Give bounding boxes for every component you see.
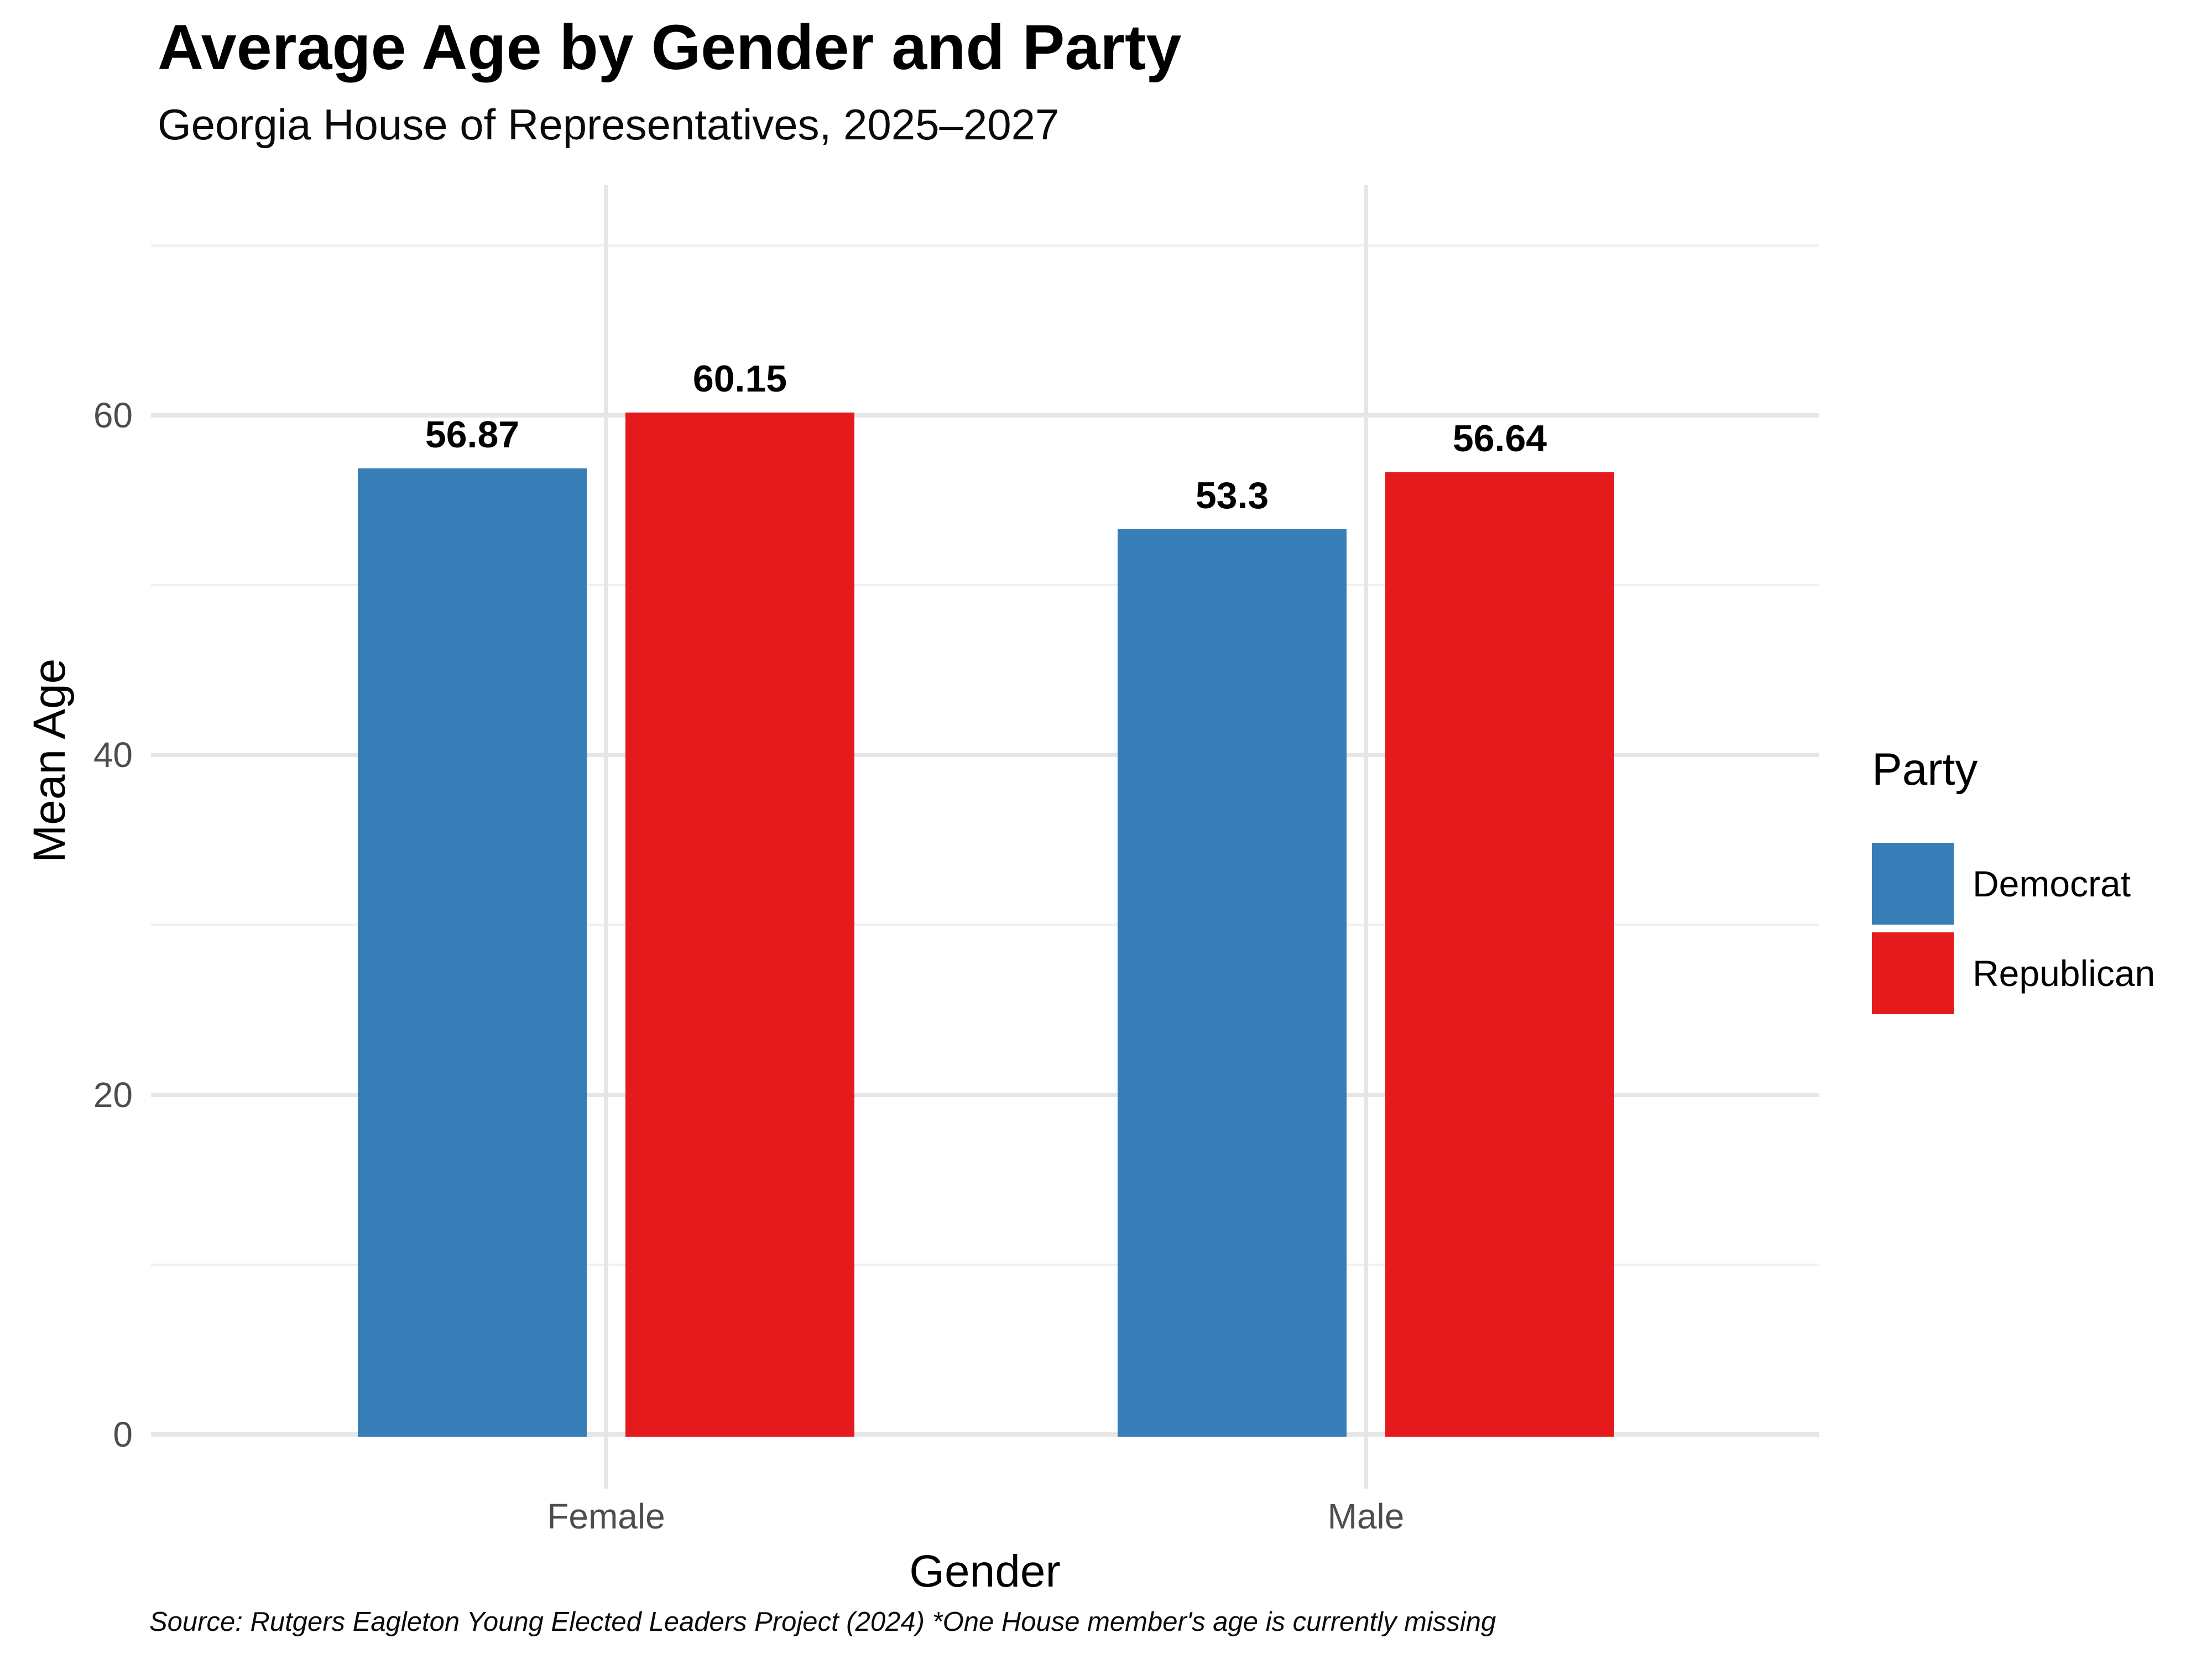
bar-female-democrat	[358, 468, 587, 1437]
gridline-category-male	[1364, 185, 1368, 1489]
y-tick-label-40: 40	[93, 735, 133, 775]
gridline-major-y40	[151, 753, 1819, 758]
bar-value-label-male-democrat: 53.3	[1195, 474, 1269, 517]
bar-male-republican	[1385, 472, 1614, 1437]
legend-item-democrat: Democrat	[1872, 843, 2155, 925]
gridline-minor-y70	[151, 244, 1819, 247]
legend-title: Party	[1872, 744, 1978, 795]
gridline-major-y60	[151, 413, 1819, 418]
gridline-minor-y30	[151, 924, 1819, 926]
republican-color-swatch	[1872, 932, 1954, 1014]
chart-subtitle: Georgia House of Representatives, 2025–2…	[158, 100, 1060, 149]
gridline-category-female	[604, 185, 608, 1489]
y-axis-title: Mean Age	[24, 658, 75, 863]
bar-female-republican	[625, 413, 854, 1437]
plot-panel: 56.87 53.3 60.15 56.64	[151, 185, 1819, 1489]
bar-male-democrat	[1118, 529, 1347, 1437]
x-tick-label-female: Female	[547, 1496, 665, 1536]
gridline-minor-y10	[151, 1263, 1819, 1266]
y-tick-label-60: 60	[93, 395, 133, 435]
legend-label-republican: Republican	[1973, 953, 2156, 994]
x-tick-label-male: Male	[1327, 1496, 1405, 1536]
democrat-color-swatch	[1872, 843, 1954, 925]
gridline-minor-y50	[151, 584, 1819, 586]
bar-value-label-female-democrat: 56.87	[425, 413, 520, 456]
chart-title: Average Age by Gender and Party	[158, 12, 1182, 83]
source-caption: Source: Rutgers Eagleton Young Elected L…	[149, 1607, 1496, 1637]
bar-value-label-male-republican: 56.64	[1452, 418, 1547, 460]
y-tick-label-0: 0	[113, 1415, 133, 1454]
gridline-major-y0	[151, 1432, 1819, 1437]
legend-label-democrat: Democrat	[1973, 863, 2131, 904]
x-axis-title: Gender	[909, 1546, 1061, 1597]
legend-item-republican: Republican	[1872, 932, 2155, 1014]
y-tick-label-20: 20	[93, 1074, 133, 1115]
gridline-major-y20	[151, 1092, 1819, 1097]
legend: Party Democrat Republican	[1872, 744, 2155, 1022]
bar-value-label-female-republican: 60.15	[692, 358, 787, 400]
